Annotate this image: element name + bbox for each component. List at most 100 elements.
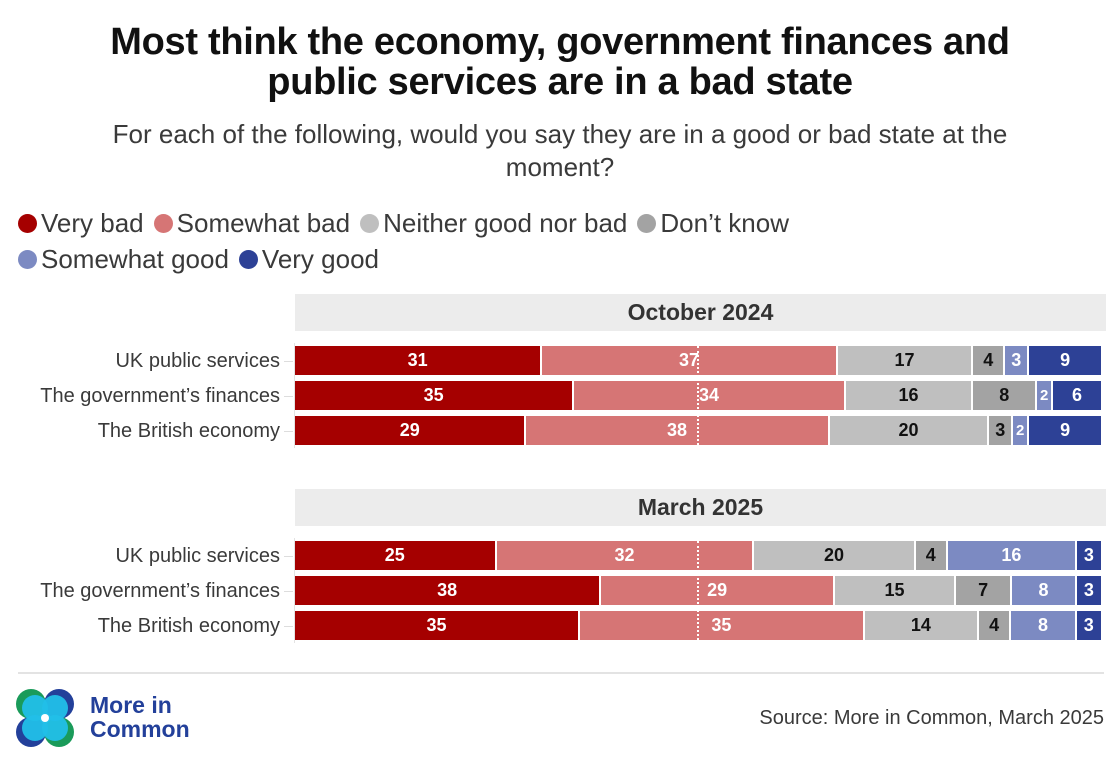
legend-swatch-neither-good-nor-bad	[360, 214, 380, 233]
y-axis-line	[294, 538, 295, 643]
bar-segment-somewhat-bad: 37	[542, 346, 838, 375]
bar-segment-don-t-know: 4	[978, 611, 1012, 640]
legend-label: Very good	[261, 244, 379, 274]
legend-swatch-somewhat-good	[18, 250, 37, 269]
bar-segment-don-t-know: 4	[973, 346, 1006, 375]
bar-segment-neither-good-nor-bad: 20	[754, 541, 916, 570]
category-label-uk-public-services: UK public services	[115, 350, 280, 372]
panel-title-october-2024: October 2024	[295, 294, 1106, 331]
y-axis-tick	[284, 395, 293, 397]
data-label: 8	[1037, 615, 1048, 635]
y-axis-tick	[284, 590, 293, 592]
data-label: 3	[1083, 545, 1094, 565]
category-label-the-government-s-finances: The government’s finances	[40, 385, 280, 407]
data-label: 37	[678, 350, 700, 370]
legend-item-very-good: Very good	[238, 242, 379, 277]
legend-item-very-bad: Very bad	[18, 206, 144, 241]
data-label: 3	[995, 420, 1006, 440]
data-label: 32	[614, 545, 635, 565]
legend-swatch-very-bad	[18, 214, 37, 233]
bar-segment-somewhat-bad: 34	[574, 381, 846, 410]
data-label: 4	[983, 350, 994, 370]
bar-segment-very-bad: 35	[295, 611, 580, 640]
bar-segment-very-good: 9	[1029, 346, 1101, 375]
logo-text-line-2: Common	[90, 716, 190, 742]
data-label: 4	[989, 615, 1000, 635]
data-label: 3	[1083, 580, 1094, 600]
data-label: 3	[1011, 350, 1022, 370]
y-axis-tick	[284, 555, 293, 557]
chart-subtitle-line-2: moment?	[505, 152, 615, 182]
midpoint-marker	[697, 541, 699, 640]
chart-subtitle-line-1: For each of the following, would you say…	[112, 119, 1008, 149]
bar-segment-neither-good-nor-bad: 14	[864, 611, 979, 640]
data-label: 6	[1072, 385, 1083, 405]
bar-segment-somewhat-good: 3	[1005, 346, 1030, 375]
category-label-the-british-economy: The British economy	[97, 615, 280, 637]
legend-label: Somewhat good	[41, 244, 229, 274]
bar-segment-somewhat-bad: 32	[496, 541, 755, 570]
data-label: 8	[1038, 580, 1049, 600]
bar-segment-very-bad: 35	[295, 381, 575, 410]
logo-text: More in Common	[90, 693, 190, 741]
data-label: 3	[1083, 615, 1094, 635]
data-label: 14	[910, 615, 931, 635]
bar-segment-somewhat-bad: 35	[579, 611, 865, 640]
data-label: 20	[823, 545, 845, 565]
data-label: 2	[1039, 387, 1049, 404]
legend-item-don-t-know: Don’t know	[637, 206, 789, 241]
bar-segment-somewhat-bad: 29	[601, 576, 835, 605]
bar-segment-neither-good-nor-bad: 16	[845, 381, 974, 410]
data-label: 34	[698, 385, 719, 405]
source-note: Source: More in Common, March 2025	[759, 707, 1104, 729]
data-label: 35	[423, 385, 444, 405]
legend-label: Somewhat bad	[176, 208, 351, 238]
bar-segment-somewhat-bad: 38	[526, 416, 830, 445]
bar-segment-very-bad: 31	[295, 346, 543, 375]
legend-label: Neither good nor bad	[383, 208, 628, 238]
bar-segment-neither-good-nor-bad: 17	[837, 346, 974, 375]
category-label-the-british-economy: The British economy	[97, 420, 280, 442]
bar-segment-very-bad: 25	[295, 541, 497, 570]
data-label: 8	[999, 385, 1010, 405]
data-label: 15	[884, 580, 905, 600]
chart-title-line-1: Most think the economy, government finan…	[110, 21, 1010, 63]
legend-swatch-very-good	[238, 250, 258, 269]
logo-text-line-1: More in	[90, 692, 172, 718]
bar-segment-very-bad: 29	[295, 416, 527, 445]
four-circle-logo-icon	[16, 689, 74, 747]
footer-divider	[18, 672, 1104, 674]
chart-title: Most think the economy, government finan…	[0, 22, 1120, 102]
data-label: 9	[1060, 420, 1071, 440]
data-label: 17	[894, 350, 915, 370]
bar-segment-very-good: 9	[1029, 416, 1101, 445]
bar-segment-somewhat-good: 8	[1011, 611, 1077, 640]
bar-segment-very-good: 3	[1076, 576, 1101, 605]
data-label: 2	[1016, 422, 1025, 439]
bar-segment-somewhat-good: 8	[1012, 576, 1077, 605]
chart-subtitle: For each of the following, would you say…	[20, 118, 1100, 184]
bar-segment-very-good: 3	[1076, 541, 1101, 570]
bar-segment-somewhat-good: 16	[947, 541, 1077, 570]
data-label: 9	[1060, 350, 1071, 370]
data-label: 16	[898, 385, 919, 405]
y-axis-tick	[284, 430, 293, 432]
bar-segment-very-bad: 38	[295, 576, 602, 605]
data-label: 35	[426, 615, 447, 635]
bar-segment-very-good: 3	[1076, 611, 1101, 640]
category-label-the-government-s-finances: The government’s finances	[40, 580, 280, 602]
bar-segment-don-t-know: 4	[915, 541, 948, 570]
data-label: 25	[384, 545, 405, 565]
category-label-uk-public-services: UK public services	[115, 545, 280, 567]
data-label: 31	[407, 350, 428, 370]
legend-swatch-somewhat-bad	[153, 214, 173, 233]
legend-item-somewhat-good: Somewhat good	[18, 242, 229, 277]
data-label: 20	[898, 420, 919, 440]
data-label: 7	[978, 580, 989, 600]
data-label: 38	[437, 580, 458, 600]
legend-item-somewhat-bad: Somewhat bad	[153, 206, 351, 241]
y-axis-tick	[284, 625, 293, 627]
data-label: 29	[707, 580, 728, 600]
legend-swatch-don-t-know	[637, 214, 657, 233]
legend-label: Don’t know	[660, 208, 790, 238]
